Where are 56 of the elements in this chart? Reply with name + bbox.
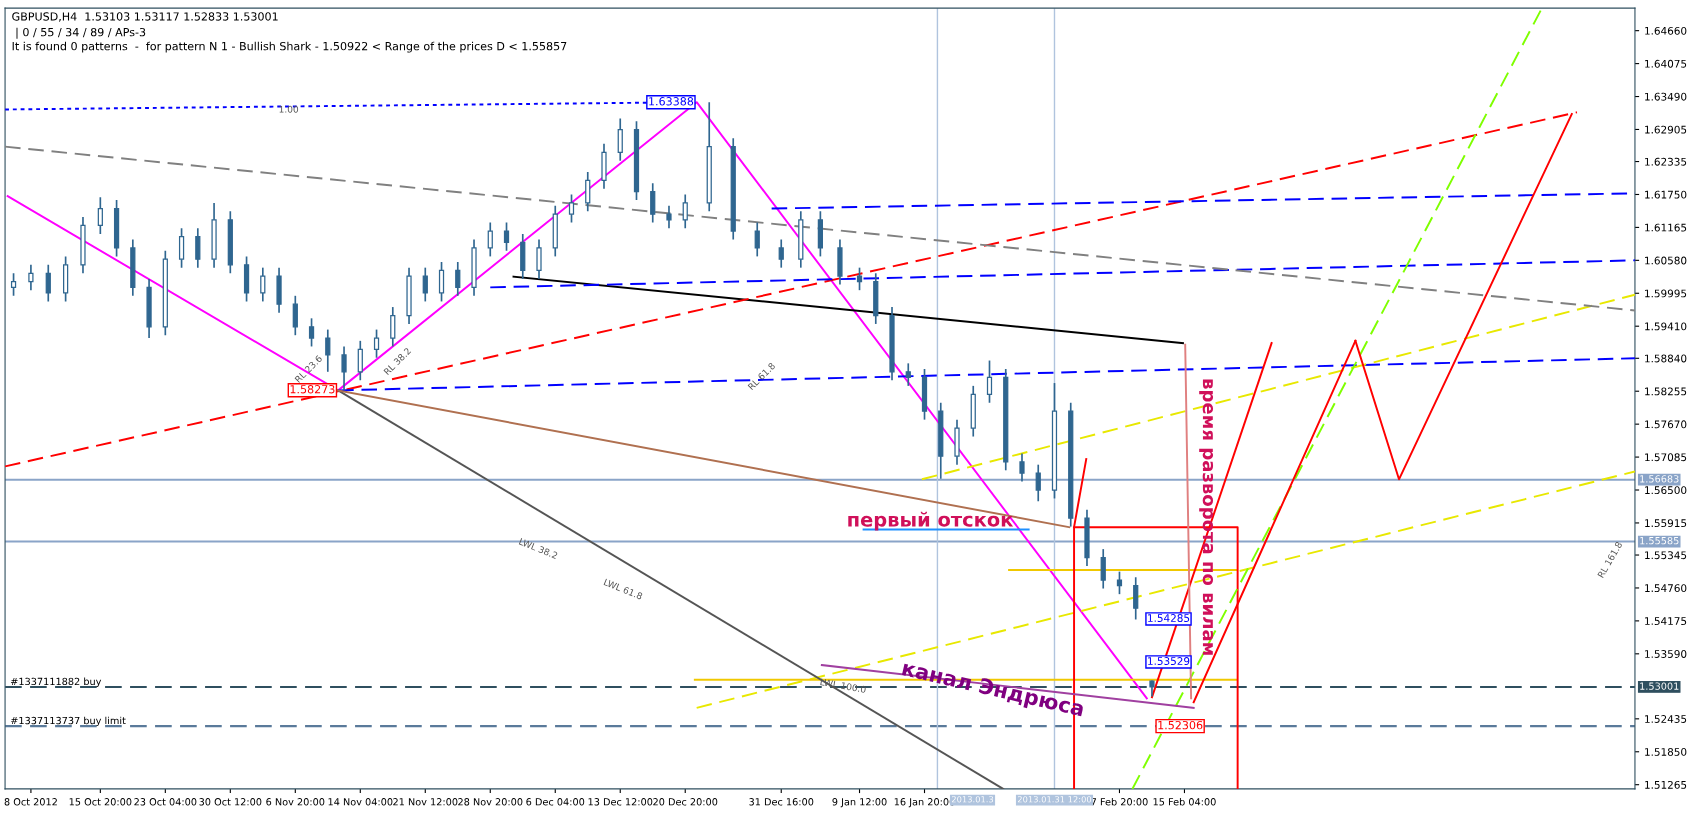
x-tick-label: 13 Dec 12:00: [588, 798, 653, 806]
x-tick-label: 30 Oct 12:00: [199, 798, 262, 806]
y-tick-label: 1.64075: [1645, 59, 1687, 68]
annotation: 1.52306: [1158, 720, 1203, 730]
annotation: 1.00: [279, 105, 299, 113]
x-tick-label: 31 Dec 16:00: [749, 798, 814, 806]
y-tick-label: 1.63490: [1645, 92, 1687, 101]
annotation: время разворота по вилам: [1199, 379, 1214, 655]
x-tick-label: 23 Oct 04:00: [134, 798, 197, 806]
annotation: 1.58273: [290, 385, 335, 394]
y-tick-label: 1.62905: [1645, 125, 1687, 134]
x-tick-label: 8 Oct 2012: [4, 798, 57, 806]
y-tick-label: 1.55345: [1645, 551, 1687, 560]
y-tick-label: 1.55915: [1645, 519, 1687, 528]
ref-line-label: 2013.01.31 12:00: [1017, 796, 1092, 803]
y-tick-label: 1.60580: [1645, 256, 1687, 265]
y-tick-label: 1.61165: [1645, 223, 1687, 232]
y-tick-label: 1.62335: [1645, 157, 1687, 166]
y-tick-label: 1.58840: [1645, 354, 1687, 363]
y-tick-label: 1.56500: [1645, 486, 1687, 495]
y-tick-label: 1.53590: [1645, 650, 1687, 658]
annotation: #1337111882 buy: [10, 677, 102, 687]
annotation: LWL 38.2: [518, 537, 558, 560]
y-tick-label: 1.57085: [1645, 453, 1687, 462]
x-tick-label: 15 Oct 20:00: [69, 798, 132, 806]
annotation: LWL 61.8: [603, 578, 643, 600]
y-tick-label: 1.52435: [1645, 715, 1687, 723]
x-tick-label: 6 Dec 04:00: [526, 798, 585, 806]
y-tick-label: 1.61750: [1645, 190, 1687, 199]
x-tick-label: 20 Dec 20:00: [653, 798, 718, 806]
y-tick-label: 1.51265: [1645, 780, 1687, 789]
x-tick-label: 21 Nov 12:00: [393, 798, 458, 806]
x-tick-label: 6 Nov 20:00: [266, 798, 325, 806]
annotation: 1.63388: [649, 97, 694, 106]
ref-line-label: 2013.01.3: [951, 796, 994, 803]
y-tick-label: 1.64660: [1645, 26, 1687, 35]
text: | 0 / 55 / 34 / 89 / APs-3 It is found 0 patterns - for pattern N 1 - Bullish Shark - 1.50922 < Range of the prices D < 1.55857: [12, 27, 567, 53]
annotation: #1337113737 buy limit: [10, 716, 126, 727]
y-tick-label: 1.59410: [1645, 322, 1687, 331]
x-tick-label: 28 Nov 20:00: [458, 798, 523, 806]
y-tick-label: 1.58255: [1645, 387, 1687, 396]
y-tick-label: 1.54175: [1645, 617, 1687, 625]
annotation: первый отскок: [848, 511, 1014, 531]
y-tick-label: 1.54760: [1645, 584, 1687, 593]
annotation: 1.53529: [1148, 657, 1190, 665]
annotation: 1.54285: [1148, 614, 1190, 622]
ref-line-label: 1.56683: [1640, 475, 1679, 483]
ref-line-label: 1.55585: [1640, 536, 1679, 545]
x-tick-label: 9 Jan 12:00: [832, 798, 887, 808]
y-tick-label: 1.51850: [1645, 747, 1687, 756]
x-tick-label: 14 Nov 04:00: [328, 798, 393, 806]
chart-title: GBPUSD,H4 1.53103 1.53117 1.52833 1.53001: [12, 12, 278, 22]
y-tick-label: 1.57670: [1645, 420, 1687, 429]
y-tick-label: 1.59995: [1645, 289, 1687, 298]
ref-line-label: 1.53001: [1640, 682, 1679, 690]
x-tick-label: 15 Feb 04:00: [1153, 797, 1216, 806]
